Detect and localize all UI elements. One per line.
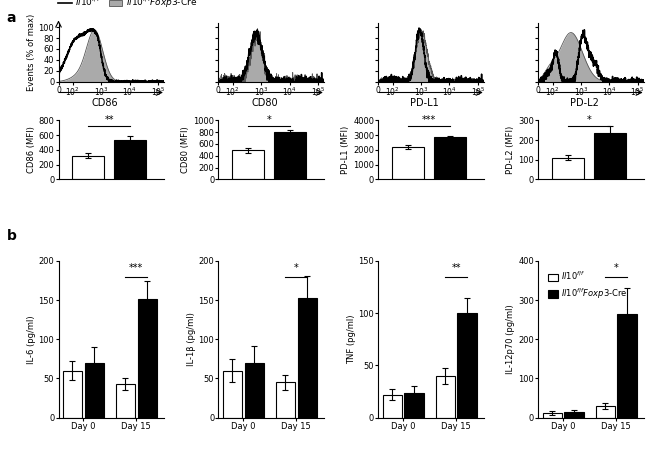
Bar [232, 150, 264, 179]
Bar [436, 376, 455, 418]
Text: b: b [6, 229, 16, 243]
Y-axis label: IL-6 (pg/ml): IL-6 (pg/ml) [27, 315, 36, 364]
Bar [595, 406, 615, 418]
Y-axis label: TNF (pg/ml): TNF (pg/ml) [346, 315, 356, 364]
Bar [552, 158, 584, 179]
Text: CD86: CD86 [92, 99, 118, 109]
Bar [114, 139, 146, 179]
Legend: $Il10^{f/f}$, $Il10^{f/f}Foxp3$-Cre: $Il10^{f/f}$, $Il10^{f/f}Foxp3$-Cre [55, 0, 201, 14]
Bar [434, 137, 465, 179]
Text: CD80: CD80 [252, 99, 278, 109]
Bar [458, 313, 476, 418]
Text: PD-L2: PD-L2 [570, 99, 599, 109]
Bar [404, 393, 424, 418]
Y-axis label: CD86 (MFI): CD86 (MFI) [27, 126, 36, 173]
Bar [274, 132, 306, 179]
Bar [223, 370, 242, 418]
Bar [543, 413, 562, 418]
Text: *: * [266, 115, 271, 125]
Y-axis label: PD-L2 (MFI): PD-L2 (MFI) [506, 126, 515, 174]
Text: ***: *** [422, 115, 436, 125]
Y-axis label: CD80 (MFI): CD80 (MFI) [181, 127, 190, 173]
Bar [594, 133, 625, 179]
Legend: $Il10^{f/f}$, $Il10^{f/f}Foxp3$-Cre: $Il10^{f/f}$, $Il10^{f/f}Foxp3$-Cre [545, 266, 631, 304]
Bar [244, 363, 264, 418]
Text: a: a [6, 11, 16, 25]
Bar [276, 382, 295, 418]
Bar [383, 395, 402, 418]
Bar [392, 147, 424, 179]
Bar [298, 298, 317, 418]
Text: **: ** [452, 263, 461, 273]
Text: *: * [586, 115, 591, 125]
Bar [564, 412, 584, 418]
Y-axis label: IL-1β (pg/ml): IL-1β (pg/ml) [187, 312, 196, 366]
Bar [84, 363, 104, 418]
Bar [116, 384, 135, 418]
Bar [72, 156, 104, 179]
Bar [138, 299, 157, 418]
Text: ***: *** [129, 263, 144, 273]
Y-axis label: Events (% of max): Events (% of max) [27, 14, 36, 91]
Text: PD-L1: PD-L1 [410, 99, 439, 109]
Y-axis label: IL-12p70 (pg/ml): IL-12p70 (pg/ml) [506, 305, 515, 374]
Text: *: * [294, 263, 298, 273]
Text: *: * [614, 263, 619, 273]
Bar [618, 314, 636, 418]
Bar [63, 370, 82, 418]
Y-axis label: PD-L1 (MFI): PD-L1 (MFI) [341, 126, 350, 174]
Text: **: ** [104, 115, 114, 125]
